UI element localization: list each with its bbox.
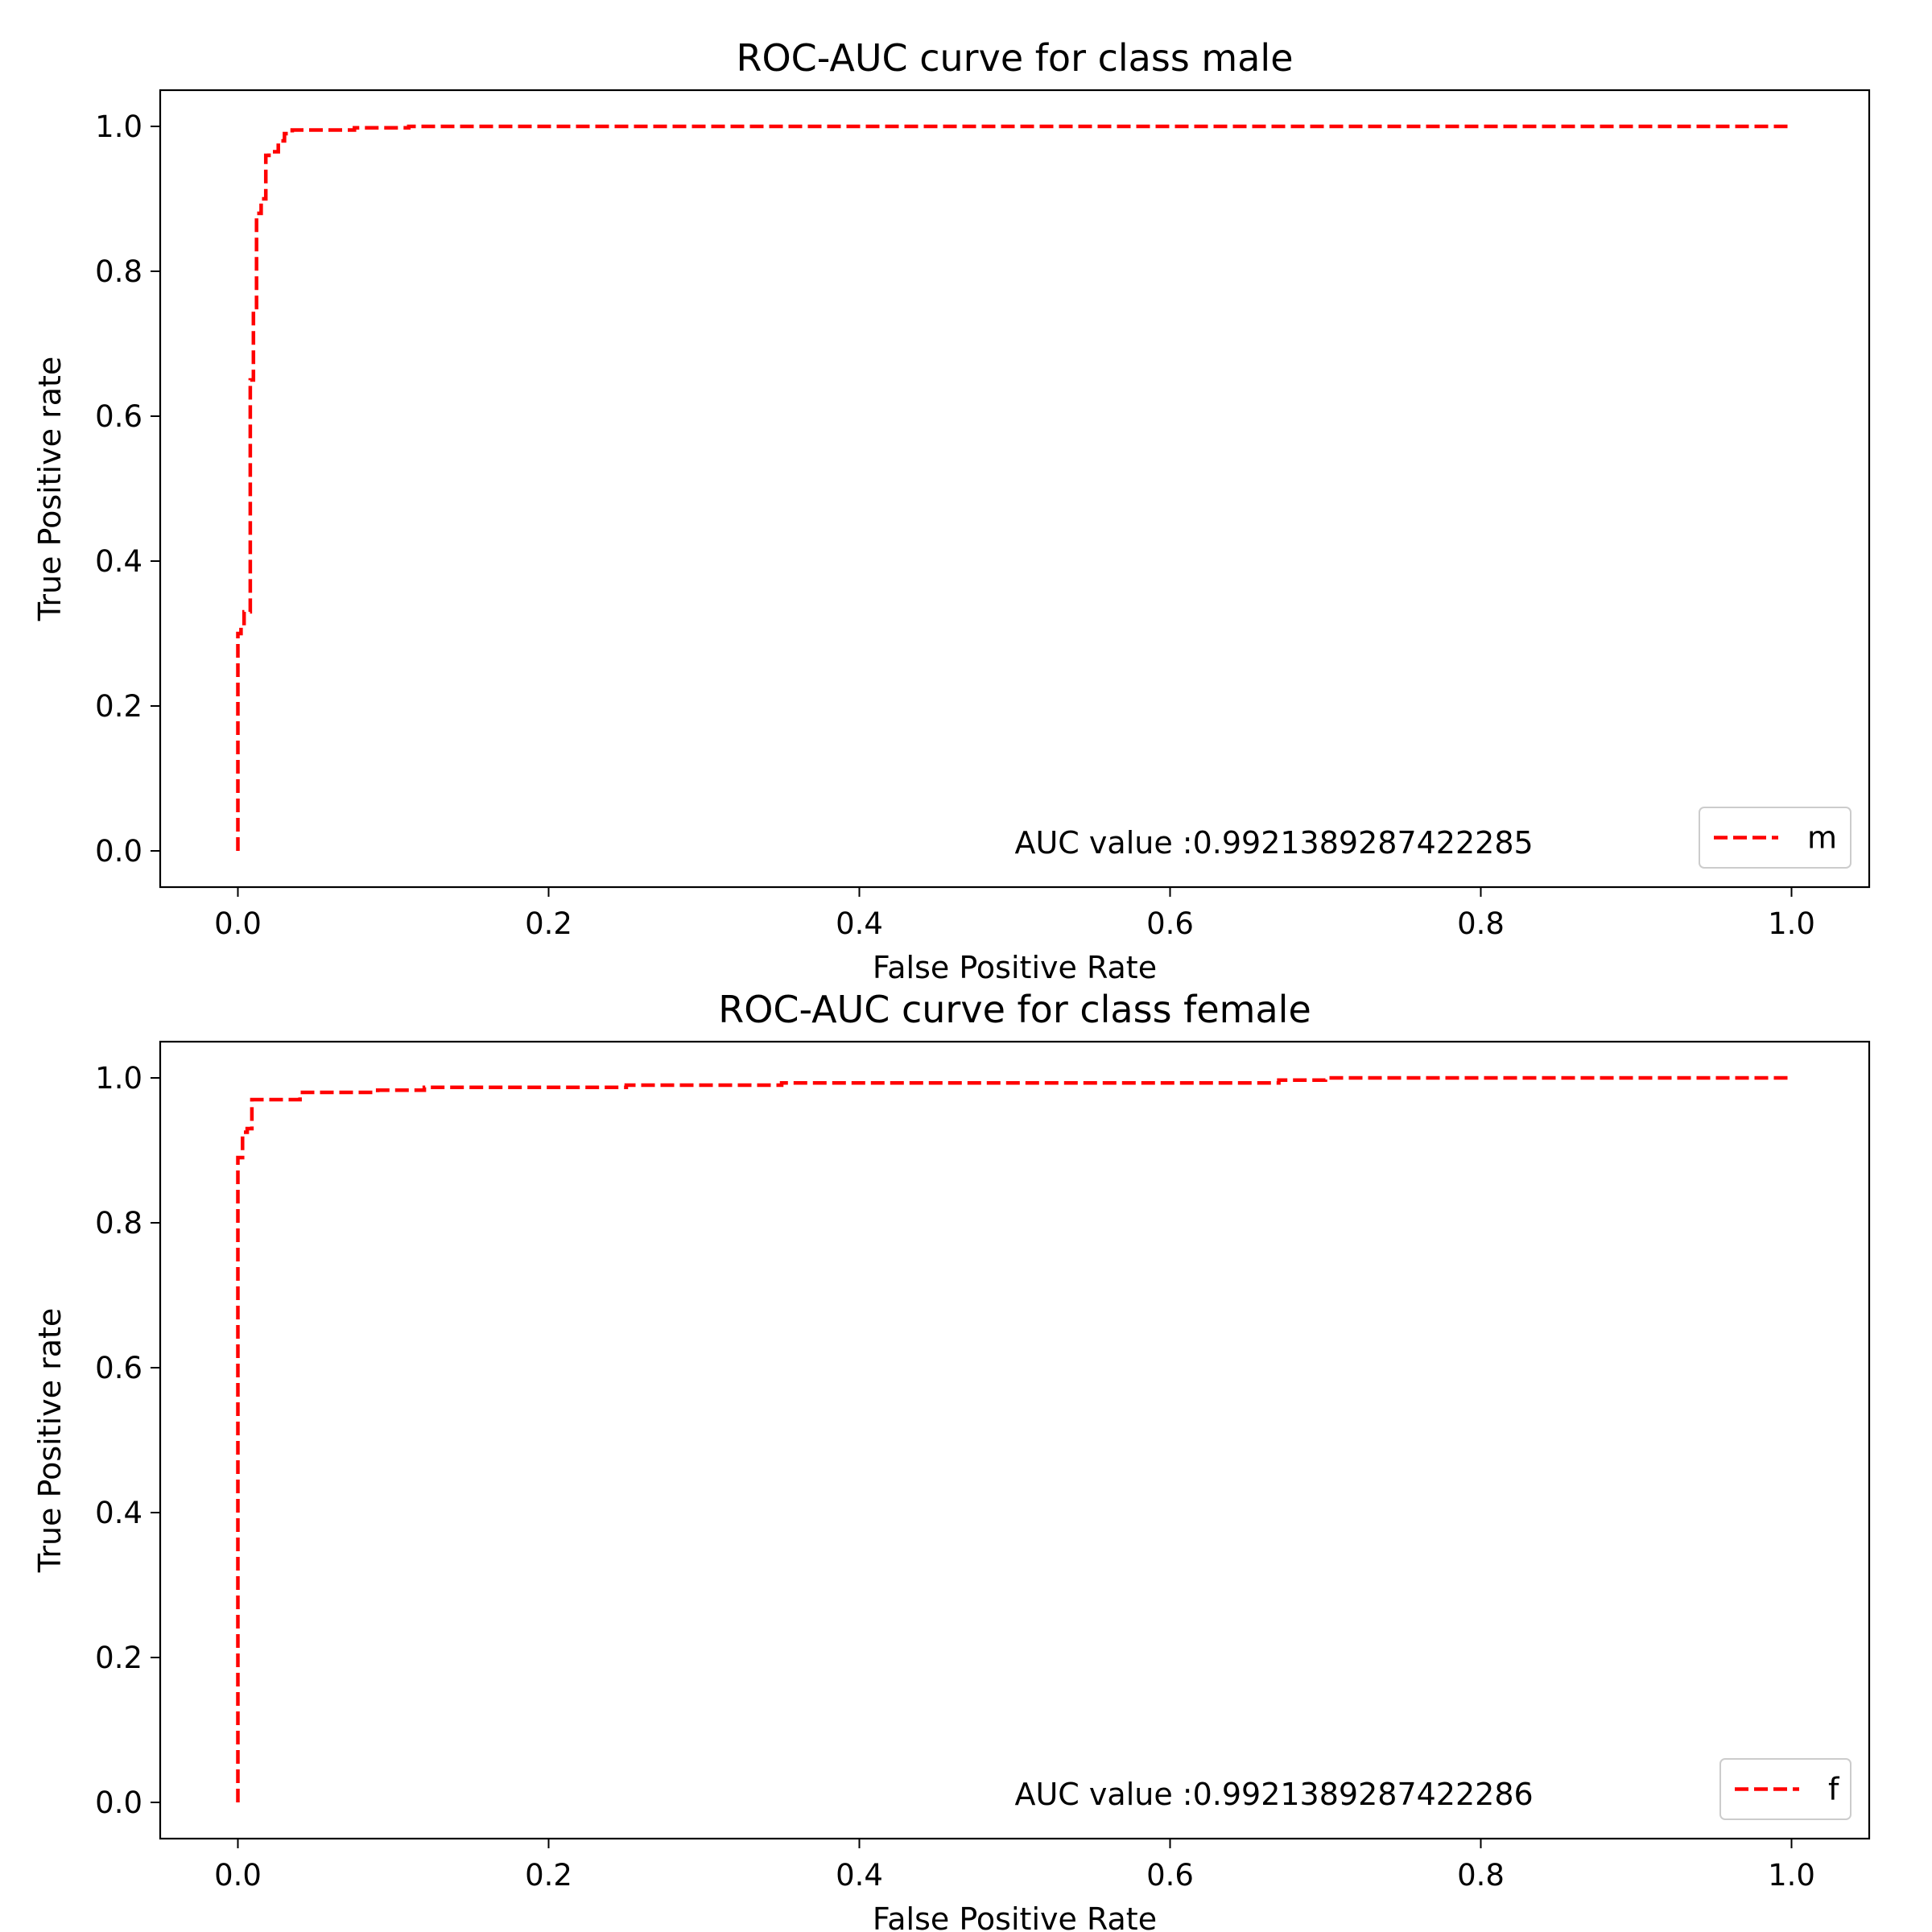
x-tick-label: 0.4: [836, 906, 883, 941]
chart-panel-2: ROC-AUC curve for class female 0.0 0.2 0.4 0…: [32, 988, 1871, 1932]
axes-frame: [159, 1040, 1871, 1840]
y-tick-label: 0.4: [95, 544, 142, 579]
y-axis-label: True Positive rate: [32, 357, 68, 622]
x-tick-label: 0.8: [1457, 906, 1505, 941]
roc-curve-m: [236, 124, 1792, 851]
x-tick-label: 1.0: [1768, 906, 1815, 941]
x-tick-label: 0.8: [1457, 1858, 1505, 1893]
y-tick-label: 1.0: [95, 1061, 142, 1096]
y-tick-label: 0.8: [95, 1206, 142, 1241]
y-tick-label: 0.6: [95, 1351, 142, 1385]
roc-curve-f: [236, 1075, 1792, 1802]
x-tick-label: 0.2: [525, 1858, 572, 1893]
y-tick-label: 0.2: [95, 689, 142, 724]
legend: m: [1699, 807, 1852, 869]
x-tick-label: 0.2: [525, 906, 572, 941]
y-axis-label: True Positive rate: [32, 1308, 68, 1574]
chart-title: ROC-AUC curve for class male: [736, 36, 1293, 80]
axes-frame: [159, 89, 1871, 889]
x-tick-label: 0.6: [1146, 906, 1194, 941]
y-tick-label: 0.0: [95, 834, 142, 869]
y-tick-label: 0.8: [95, 254, 142, 289]
y-tick-label: 0.6: [95, 399, 142, 434]
legend: f: [1719, 1758, 1852, 1820]
legend-label: f: [1828, 1772, 1840, 1807]
auc-annotation: AUC value :0.9921389287422285: [1015, 825, 1534, 861]
x-tick-label: 0.4: [836, 1858, 883, 1893]
chart-panel-1: ROC-AUC curve for class male 0.0 0.2 0.4 0.6…: [32, 36, 1871, 985]
y-tick-label: 0.4: [95, 1496, 142, 1530]
y-tick-label: 0.2: [95, 1641, 142, 1675]
y-tick-label: 1.0: [95, 109, 142, 144]
y-tick-label: 0.0: [95, 1785, 142, 1820]
x-tick-label: 1.0: [1768, 1858, 1815, 1893]
auc-annotation: AUC value :0.9921389287422286: [1015, 1777, 1534, 1812]
x-tick-label: 0.6: [1146, 1858, 1194, 1893]
x-tick-label: 0.0: [214, 1858, 262, 1893]
x-axis-label: False Positive Rate: [873, 950, 1157, 985]
chart-title: ROC-AUC curve for class female: [718, 988, 1311, 1031]
x-axis-label: False Positive Rate: [873, 1901, 1157, 1932]
x-tick-label: 0.0: [214, 906, 262, 941]
legend-label: m: [1807, 820, 1837, 856]
